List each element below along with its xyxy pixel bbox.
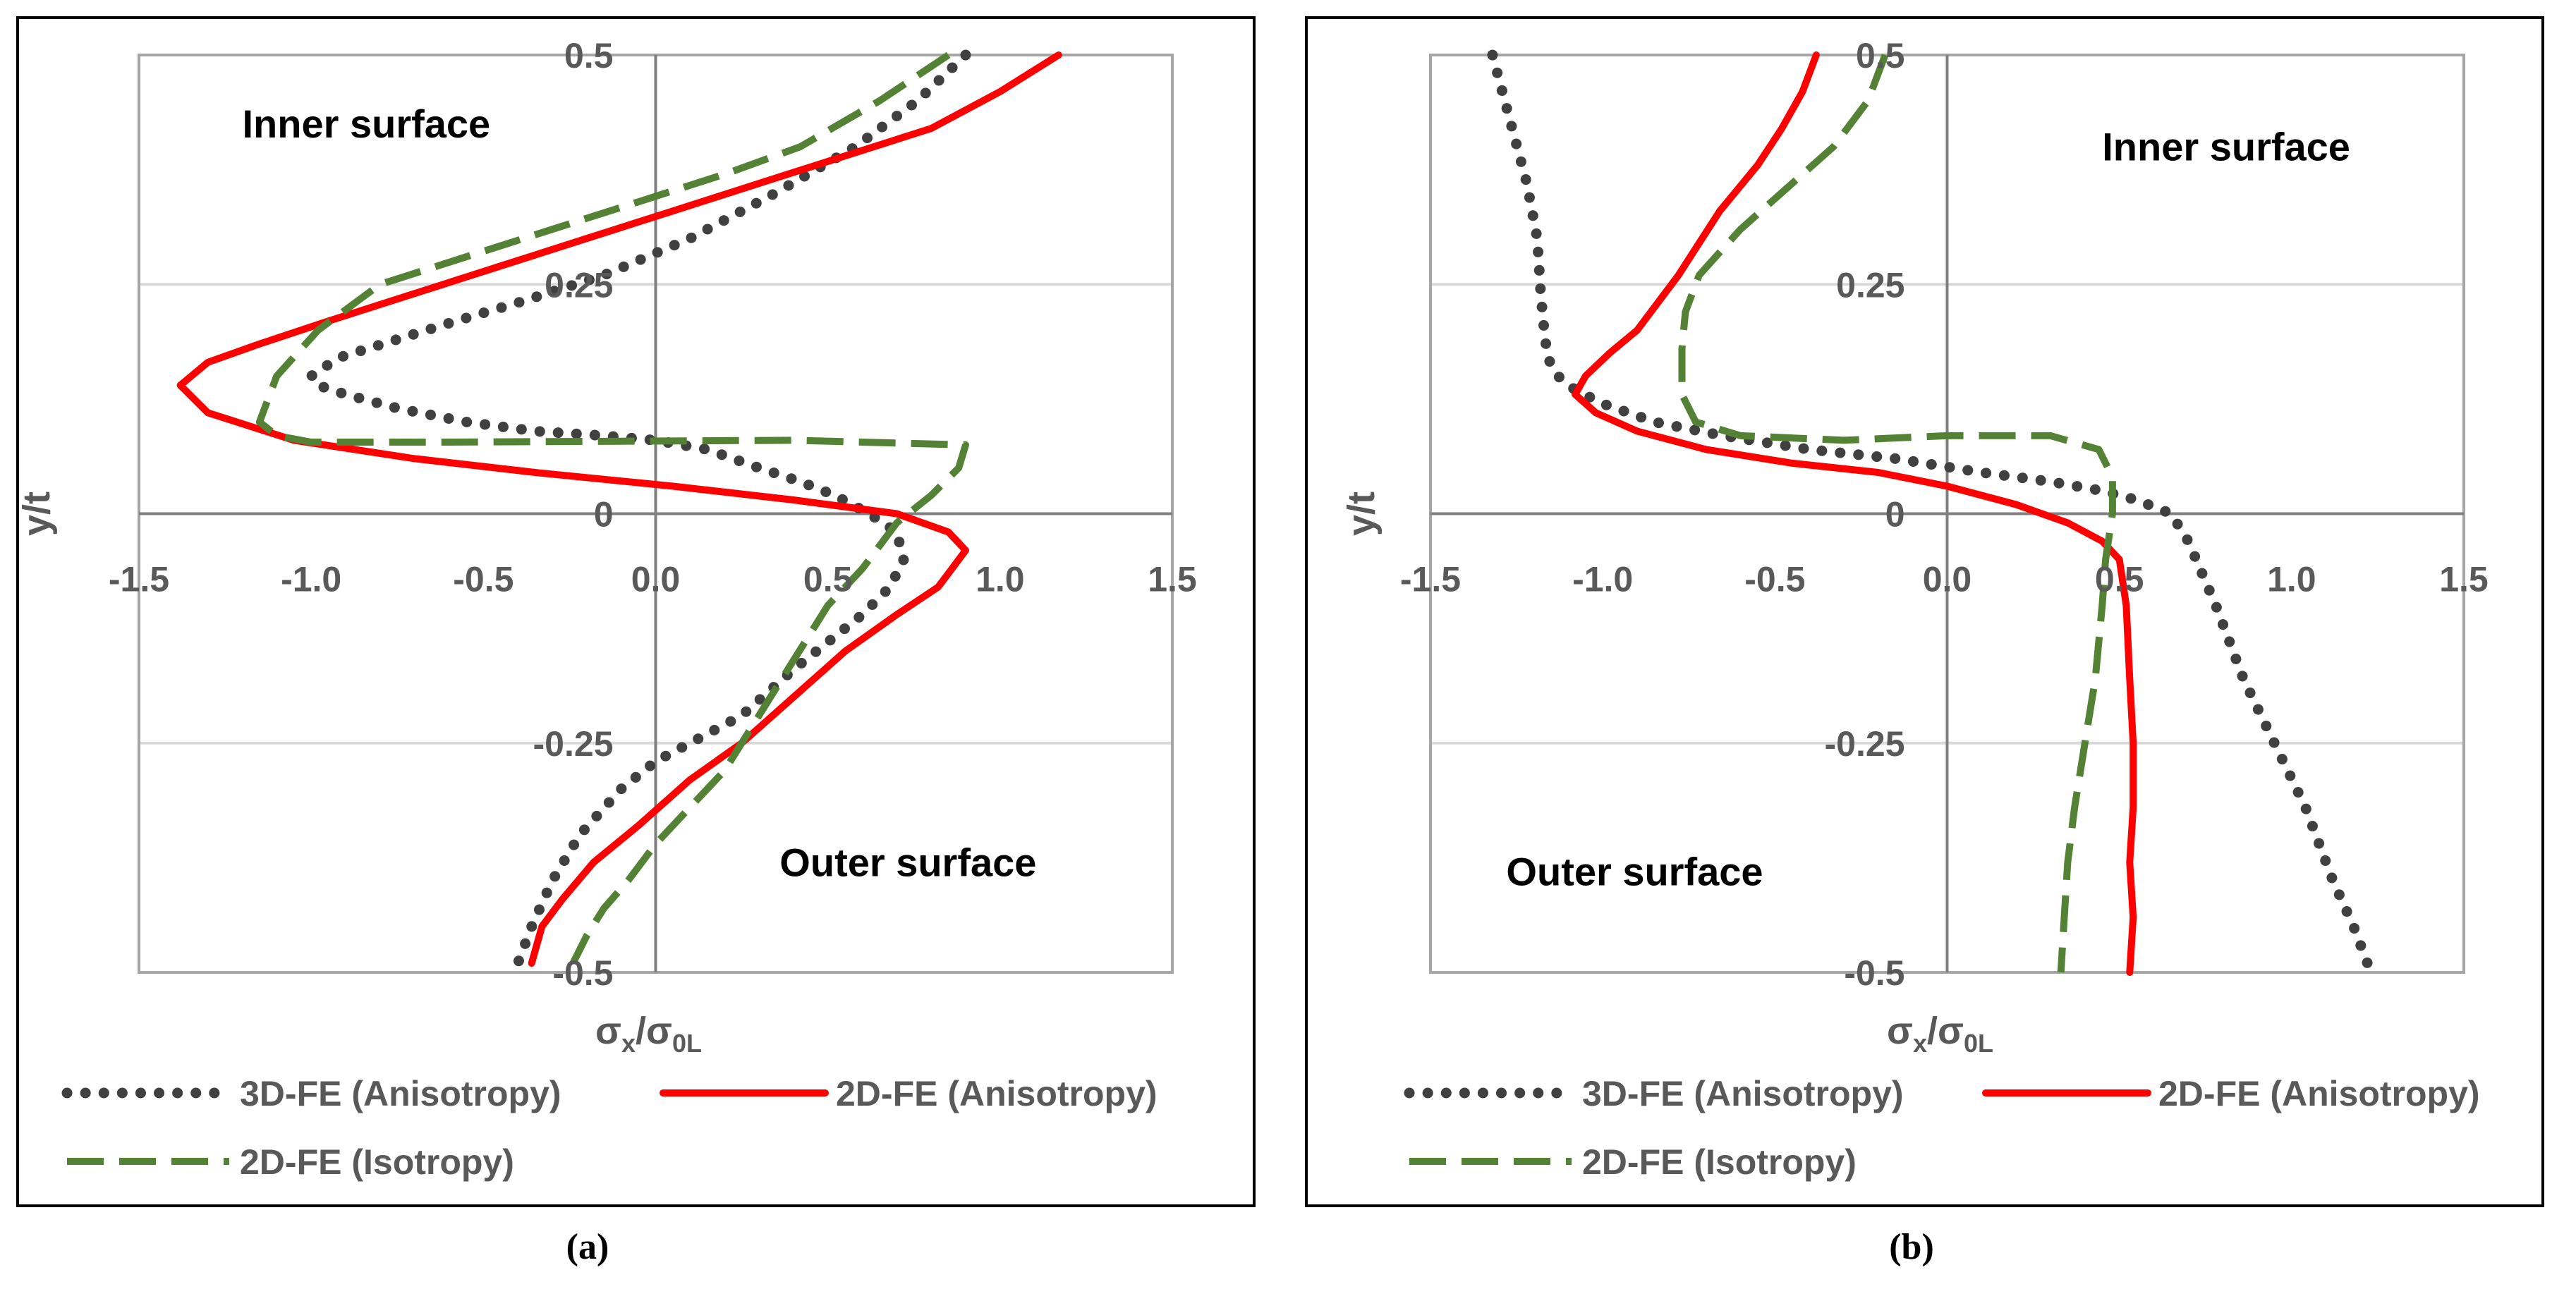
x-tick-label: -1.5 [109,560,169,599]
x-tick-label: -0.5 [1744,560,1805,599]
y-tick-label: -0.5 [1844,953,1904,993]
x-tick-label: -0.5 [453,560,514,599]
y-tick-label: -0.5 [552,953,613,993]
y-tick-label: -0.25 [533,724,614,764]
y-tick-label: -0.25 [1825,724,1905,764]
legend-label: 2D-FE (Anisotropy) [2158,1074,2480,1113]
legend-label: 2D-FE (Anisotropy) [836,1074,1158,1113]
y-tick-label: 0.5 [1856,36,1905,75]
y-axis-title: y/t [16,491,58,536]
legend-entry: 3D-FE (Anisotropy) [61,1074,561,1113]
x-tick-label: -1.0 [1572,560,1633,599]
x-tick-label: 1.5 [1148,560,1197,599]
x-tick-label: 1.0 [976,560,1025,599]
chart-panel-a: -1.5 -1.0 -0.5 0.0 0.5 1.0 1.5 0.5 0.25 0 -0.25 -0.… [16,16,1256,1267]
panel-label: (b) [1889,1227,1934,1267]
legend-entry: 3D-FE (Anisotropy) [1404,1074,1904,1113]
series-line-2d-fe-anisotropy [1572,51,2137,976]
x-tick-label: -1.5 [1400,560,1461,599]
y-tick-label: 0 [1885,495,1905,534]
legend-entry: 2D-FE (Isotropy) [1409,1142,1857,1182]
series-line-3d-fe-anisotropy [305,49,971,969]
chart-frame [1305,16,2544,1207]
annotation-outer-surface: Outer surface [1506,849,1763,893]
legend-label: 3D-FE (Anisotropy) [240,1074,561,1113]
legend-label: 2D-FE (Isotropy) [1582,1142,1857,1182]
x-tick-label: -1.0 [281,560,341,599]
x-tick-label: 0.5 [2095,560,2144,599]
annotation-outer-surface: Outer surface [779,840,1036,884]
y-tick-label: 0.25 [1836,265,1904,305]
panel-label: (a) [566,1227,609,1267]
series-line-2d-fe-anisotropy [176,51,1062,967]
series-line-2d-fe-isotropy [1678,54,2116,973]
x-tick-label: 1.5 [2439,560,2489,599]
y-tick-label: 0 [594,495,614,534]
legend-entry: 2D-FE (Isotropy) [67,1142,514,1182]
series-line-2d-fe-isotropy [255,51,969,965]
x-tick-label: 1.0 [2267,560,2316,599]
legend-label: 3D-FE (Anisotropy) [1582,1074,1904,1113]
annotation-inner-surface: Inner surface [2102,125,2350,169]
chart-panel-b: -1.5 -1.0 -0.5 0.0 0.5 1.0 1.5 0.5 0.25 0 -0.25 -0.… [1305,16,2544,1267]
x-tick-label: 0.0 [1923,560,1972,599]
legend-entry: 2D-FE (Anisotropy) [1982,1074,2480,1113]
annotation-inner-surface: Inner surface [243,102,491,146]
chart-frame [16,16,1256,1207]
x-axis-title: σx/σ0L [1887,1010,1993,1058]
legend-entry: 2D-FE (Anisotropy) [660,1074,1158,1113]
y-tick-label: 0.25 [545,265,613,305]
series-line-3d-fe-anisotropy [1487,49,2373,969]
y-tick-label: 0.5 [564,36,614,75]
x-axis-title: σx/σ0L [595,1010,702,1058]
x-tick-label: 0.0 [631,560,681,599]
x-tick-label: 0.5 [803,560,853,599]
y-axis-title: y/t [1340,491,1383,536]
legend-label: 2D-FE (Isotropy) [240,1142,514,1182]
